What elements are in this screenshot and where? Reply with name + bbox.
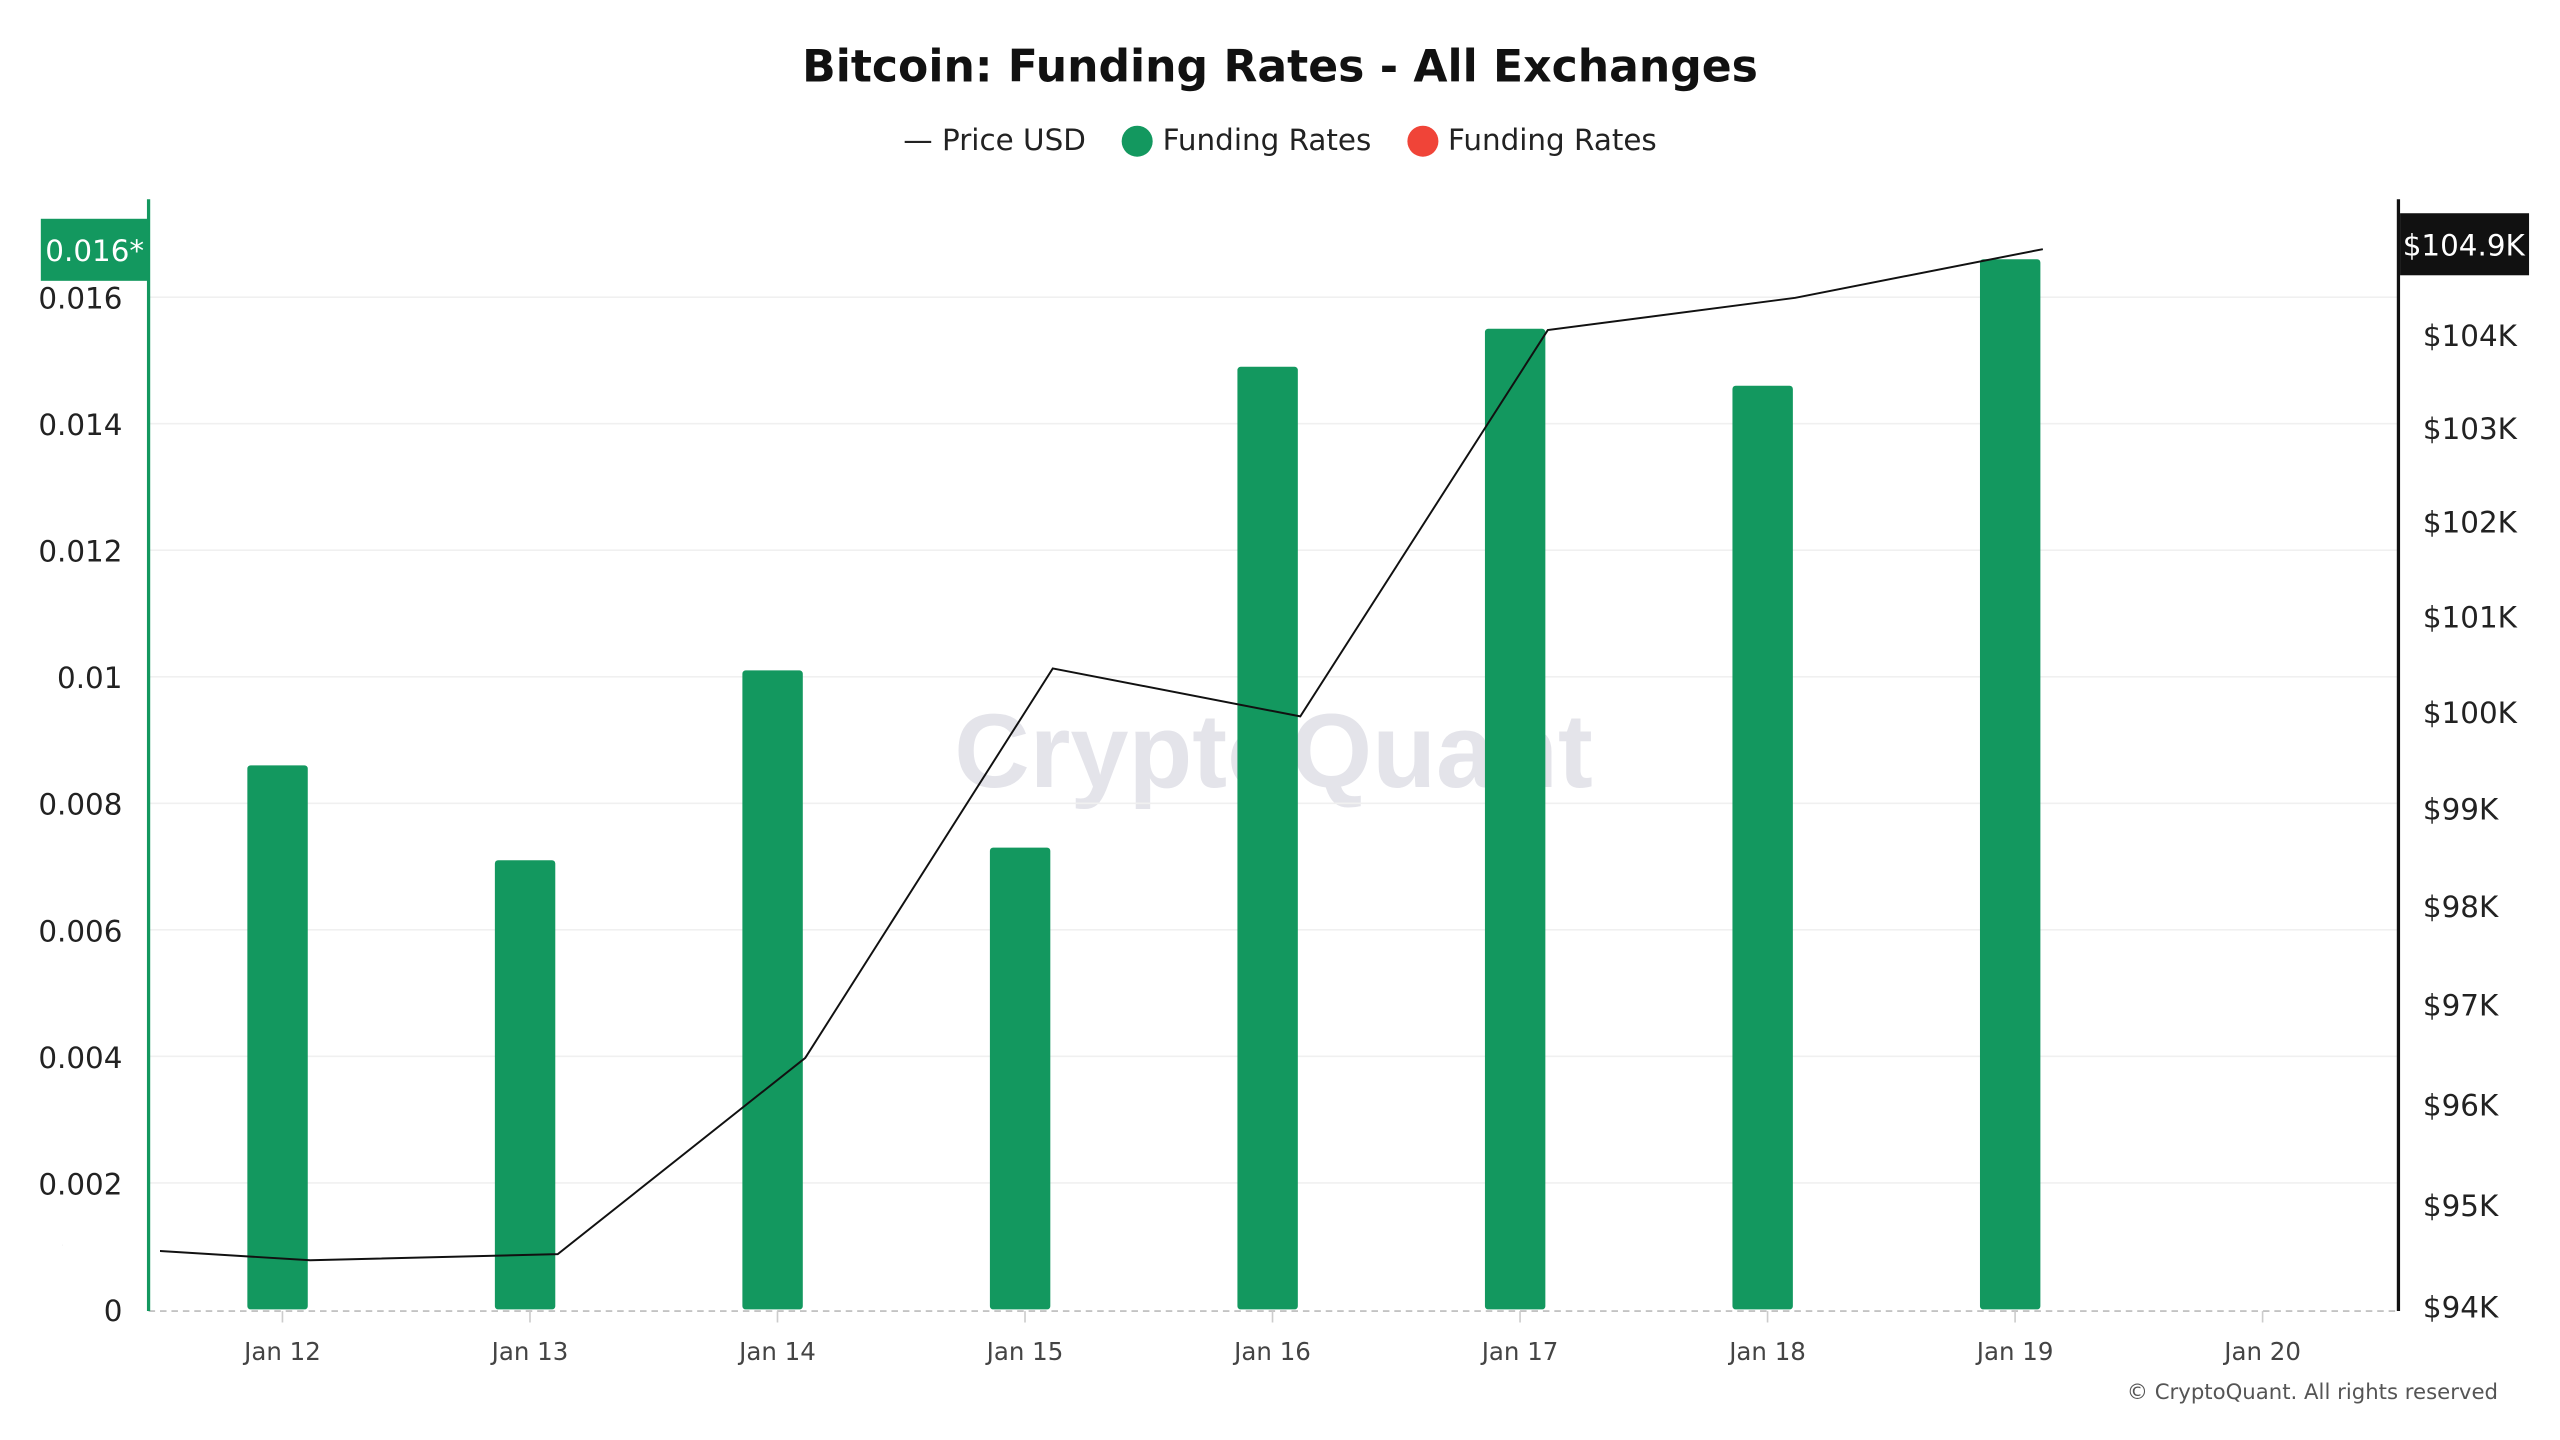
funding-rate-bar [1732,385,1793,1310]
x-tick-label: Jan 14 [737,1337,816,1366]
legend-item-price[interactable]: — Price USD [903,124,1086,158]
left-tick-label: 0.01 [57,661,122,695]
right-tick-label: $95K [2423,1189,2499,1223]
legend-label: Funding Rates [1448,124,1657,159]
right-tick-label: $96K [2423,1088,2499,1122]
left-tick-label: 0.006 [38,914,122,948]
right-tick-label: $98K [2423,890,2499,924]
x-tick-label: Jan 18 [1727,1337,1806,1366]
current-funding-label: 0.016* [45,234,144,268]
legend: — Price USD Funding Rates Funding Rates [0,124,2560,158]
funding-rate-bar [1979,259,2041,1310]
funding-rate-bar [742,670,803,1310]
left-tick-label: 0.002 [38,1167,122,1201]
left-tick-label: 0.012 [38,535,122,569]
x-tick-label: Jan 13 [490,1337,569,1366]
current-price-label: $104.9K [2403,229,2526,263]
legend-label: Funding Rates [1162,124,1372,159]
x-tick-label: Jan 20 [2222,1337,2301,1366]
left-tick-label: 0.008 [38,788,122,822]
legend-item-funding-negative[interactable]: Funding Rates [1407,124,1657,158]
right-tick-label: $101K [2423,600,2518,634]
right-tick-label: $97K [2423,989,2499,1023]
funding-rate-bar [247,765,308,1310]
x-tick-label: Jan 12 [242,1337,321,1366]
right-tick-label: $94K [2423,1291,2499,1325]
chart-title: Bitcoin: Funding Rates - All Exchanges [802,42,1758,94]
left-tick-label: 0.014 [38,408,122,442]
red-dot-icon [1407,125,1439,157]
left-tick-label: 0 [104,1294,123,1328]
right-tick-label: $100K [2423,696,2518,730]
green-dot-icon [1121,125,1153,157]
current-funding-badge [40,218,149,281]
left-tick-label: 0.004 [38,1041,122,1075]
current-price-badge [2400,213,2530,276]
funding-rate-bar [1237,366,1298,1310]
funding-rate-bar [989,847,1051,1310]
funding-rate-bar [494,860,556,1310]
legend-item-funding-positive[interactable]: Funding Rates [1121,124,1372,159]
right-tick-label: $99K [2423,793,2499,827]
x-tick-label: Jan 17 [1480,1337,1559,1366]
funding-rate-bar [1484,328,1546,1310]
x-tick-label: Jan 19 [1975,1337,2054,1366]
x-tick-label: Jan 16 [1232,1337,1311,1366]
copyright: © CryptoQuant. All rights reserved [2126,1381,2499,1406]
legend-label: — Price USD [903,124,1086,159]
right-tick-label: $103K [2423,412,2518,446]
right-tick-label: $104K [2423,319,2518,353]
left-tick-label: 0.016 [38,282,122,316]
right-tick-label: $102K [2423,506,2518,540]
x-tick-label: Jan 15 [985,1337,1064,1366]
